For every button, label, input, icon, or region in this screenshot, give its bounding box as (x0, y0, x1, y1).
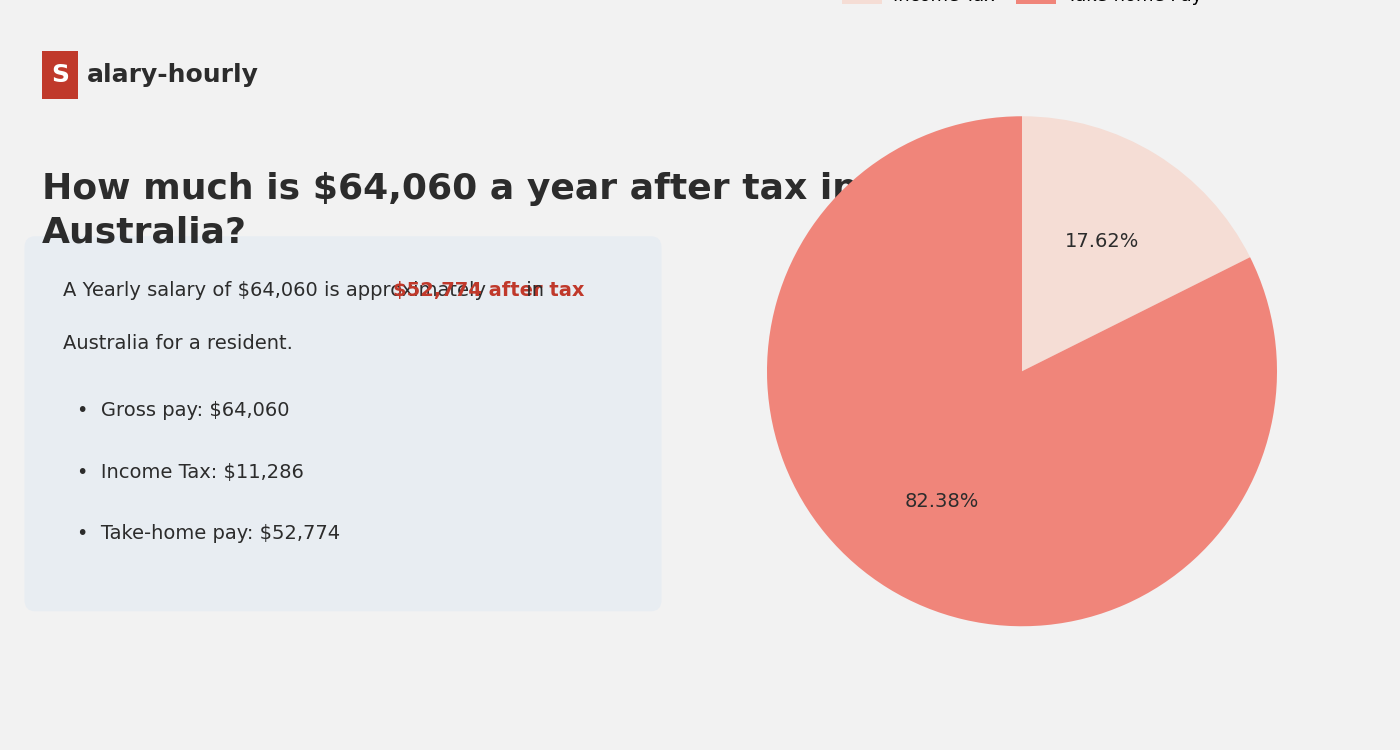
FancyBboxPatch shape (25, 236, 661, 611)
Text: $52,774 after tax: $52,774 after tax (393, 281, 585, 300)
Text: •  Take-home pay: $52,774: • Take-home pay: $52,774 (77, 524, 340, 543)
Text: 82.38%: 82.38% (904, 492, 979, 511)
Text: S: S (52, 62, 69, 86)
Text: alary-hourly: alary-hourly (87, 62, 259, 86)
FancyBboxPatch shape (42, 50, 78, 100)
Wedge shape (767, 116, 1277, 626)
Text: A Yearly salary of $64,060 is approximately: A Yearly salary of $64,060 is approximat… (63, 281, 493, 300)
Text: 17.62%: 17.62% (1065, 232, 1140, 251)
Legend: Income Tax, Take-home Pay: Income Tax, Take-home Pay (834, 0, 1210, 13)
Text: •  Gross pay: $64,060: • Gross pay: $64,060 (77, 401, 290, 420)
Wedge shape (1022, 116, 1250, 371)
Text: Australia for a resident.: Australia for a resident. (63, 334, 293, 352)
Text: How much is $64,060 a year after tax in
Australia?: How much is $64,060 a year after tax in … (42, 172, 858, 250)
Text: •  Income Tax: $11,286: • Income Tax: $11,286 (77, 463, 304, 482)
Text: in: in (521, 281, 545, 300)
